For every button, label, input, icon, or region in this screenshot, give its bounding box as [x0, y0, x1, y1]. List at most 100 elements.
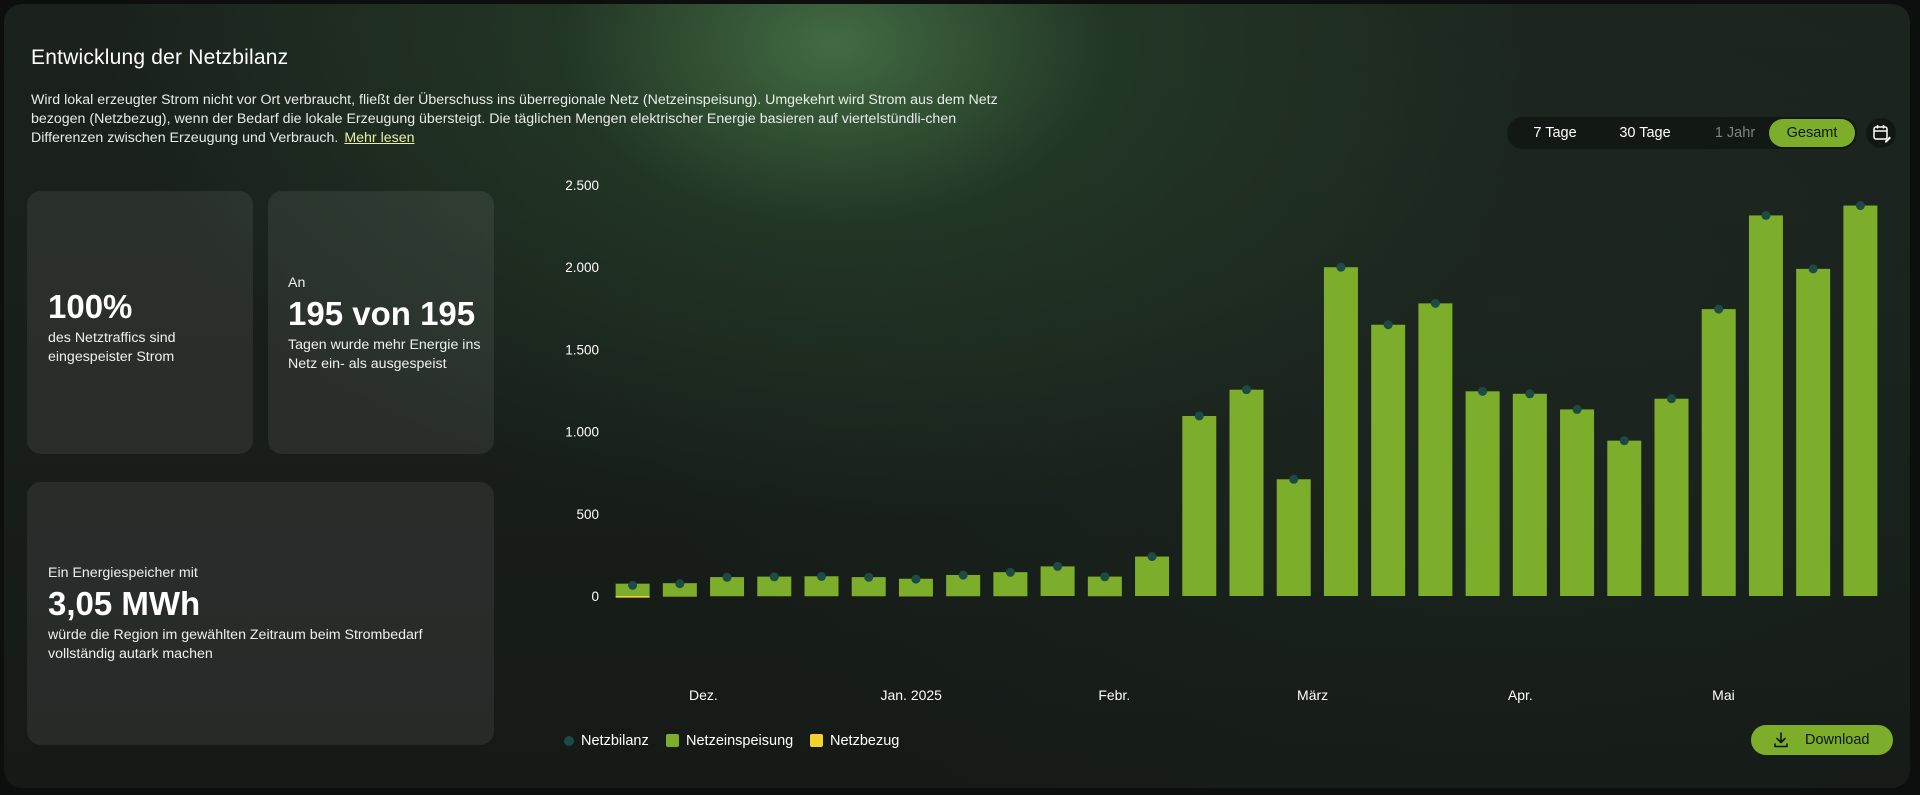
point-netzbilanz: [1761, 210, 1771, 220]
point-netzbilanz: [1572, 404, 1582, 414]
days-card: An 195 von 195 Tagen wurde mehr Energie …: [268, 191, 494, 454]
days-text: Tagen wurde mehr Energie ins Netz ein- a…: [288, 337, 481, 372]
bar-netzeinspeisung: [898, 578, 933, 596]
point-netzbilanz: [1053, 561, 1063, 571]
page-title: Entwicklung der Netzbilanz: [31, 46, 289, 69]
range-7-days[interactable]: 7 Tage: [1533, 125, 1577, 141]
point-netzbilanz: [1808, 264, 1818, 274]
range-total[interactable]: Gesamt: [1769, 119, 1855, 147]
x-tick-label: März: [1297, 687, 1328, 703]
bar-netzeinspeisung: [710, 577, 745, 596]
bar-netzeinspeisung: [1701, 309, 1736, 596]
bar-netzeinspeisung: [1654, 398, 1689, 596]
bar-netzeinspeisung: [1512, 393, 1547, 596]
bar-netzeinspeisung: [1560, 409, 1595, 596]
x-tick-label: Jan. 2025: [880, 687, 942, 703]
time-range-selector: 7 Tage 30 Tage 1 Jahr Gesamt: [1507, 117, 1857, 149]
netzbilanz-panel: Entwicklung der Netzbilanz Wird lokal er…: [4, 4, 1910, 788]
netzbilanz-bar-chart: 0 500 1.000 1.500 2.000 2.500 Dez. Jan. 2025 Feb…: [565, 178, 1878, 703]
bar-netzeinspeisung: [946, 574, 981, 596]
bar-netzeinspeisung: [851, 577, 886, 596]
intro-text: Wird lokal erzeugter Strom nicht vor Ort…: [31, 91, 1011, 148]
point-netzbilanz: [1525, 389, 1535, 399]
y-tick-label: 1.000: [565, 425, 599, 440]
point-netzbilanz: [1100, 572, 1110, 582]
bar-netzbezug: [615, 596, 650, 598]
share-value: 100%: [48, 288, 133, 325]
y-tick-label: 2.500: [565, 178, 599, 193]
bar-netzeinspeisung: [1229, 389, 1264, 596]
calendar-button[interactable]: [1866, 118, 1896, 148]
bar-netzeinspeisung: [1323, 267, 1358, 596]
legend-item-balance: Netzbilanz: [564, 733, 649, 749]
legend-balance-label: Netzbilanz: [581, 733, 649, 749]
point-netzbilanz: [1005, 567, 1015, 577]
download-label: Download: [1805, 732, 1870, 748]
point-netzbilanz: [1855, 201, 1865, 211]
point-netzbilanz: [1667, 394, 1676, 404]
legend-feed-in-swatch: [666, 734, 679, 747]
days-prefix: An: [288, 275, 306, 291]
bar-netzeinspeisung: [1843, 205, 1878, 597]
bar-netzeinspeisung: [1371, 324, 1406, 596]
bar-netzeinspeisung: [1182, 415, 1217, 596]
point-netzbilanz: [1383, 320, 1393, 330]
range-1-year[interactable]: 1 Jahr: [1714, 125, 1756, 141]
bar-netzeinspeisung: [1607, 440, 1642, 596]
legend-feed-in-label: Netzeinspeisung: [686, 733, 794, 749]
calendar-edit-icon: [1873, 125, 1891, 143]
range-30-days[interactable]: 30 Tage: [1619, 125, 1671, 141]
storage-value: 3,05 MWh: [48, 585, 201, 622]
bar-netzeinspeisung: [1465, 391, 1500, 596]
bar-netzeinspeisung: [1087, 576, 1122, 596]
bar-netzeinspeisung: [757, 576, 792, 596]
legend-draw-label: Netzbezug: [830, 733, 900, 749]
bar-netzeinspeisung: [1748, 215, 1783, 596]
y-tick-label: 0: [591, 589, 599, 604]
point-netzbilanz: [864, 572, 874, 582]
point-netzbilanz: [1430, 298, 1440, 308]
y-tick-label: 2.000: [565, 260, 599, 275]
legend-item-draw: Netzbezug: [810, 733, 899, 749]
bar-netzeinspeisung: [1276, 479, 1311, 596]
download-button[interactable]: Download: [1751, 725, 1893, 755]
x-tick-label: Mai: [1712, 687, 1735, 703]
point-netzbilanz: [1336, 262, 1346, 272]
bar-netzeinspeisung: [1796, 268, 1831, 596]
point-netzbilanz: [1714, 304, 1724, 314]
legend-balance-swatch: [564, 736, 574, 746]
storage-prefix: Ein Energiespeicher mit: [48, 565, 198, 581]
bar-netzeinspeisung: [1135, 556, 1170, 596]
y-tick-label: 500: [576, 507, 599, 522]
bar-netzeinspeisung: [804, 576, 839, 596]
legend-item-feed-in: Netzeinspeisung: [666, 733, 793, 749]
point-netzbilanz: [911, 574, 921, 584]
point-netzbilanz: [1289, 474, 1299, 484]
y-tick-label: 1.500: [565, 342, 599, 357]
read-more-link[interactable]: Mehr lesen: [344, 130, 415, 146]
point-netzbilanz: [1242, 385, 1251, 395]
storage-card: Ein Energiespeicher mit 3,05 MWh würde d…: [27, 482, 494, 745]
point-netzbilanz: [958, 570, 968, 580]
point-netzbilanz: [1478, 386, 1488, 396]
point-netzbilanz: [1147, 552, 1157, 562]
download-icon: [1774, 732, 1788, 748]
share-card: 100% des Netztraffics sind eingespeister…: [27, 191, 253, 454]
share-text: des Netztraffics sind eingespeister Stro…: [48, 330, 176, 365]
point-netzbilanz: [628, 580, 638, 590]
bar-netzeinspeisung: [1040, 566, 1075, 596]
legend-draw-swatch: [810, 734, 823, 747]
bar-netzeinspeisung: [662, 583, 697, 596]
point-netzbilanz: [675, 579, 685, 589]
storage-text: würde die Region im gewählten Zeitraum b…: [48, 627, 423, 662]
x-tick-label: Apr.: [1508, 687, 1533, 703]
x-tick-label: Febr.: [1098, 687, 1130, 703]
point-netzbilanz: [1194, 411, 1204, 421]
point-netzbilanz: [722, 572, 732, 582]
point-netzbilanz: [1619, 436, 1629, 446]
point-netzbilanz: [769, 572, 779, 582]
x-tick-label: Dez.: [689, 687, 718, 703]
days-value: 195 von 195: [288, 295, 476, 332]
point-netzbilanz: [817, 571, 826, 581]
intro-paragraph: Wird lokal erzeugter Strom nicht vor Ort…: [31, 92, 998, 146]
